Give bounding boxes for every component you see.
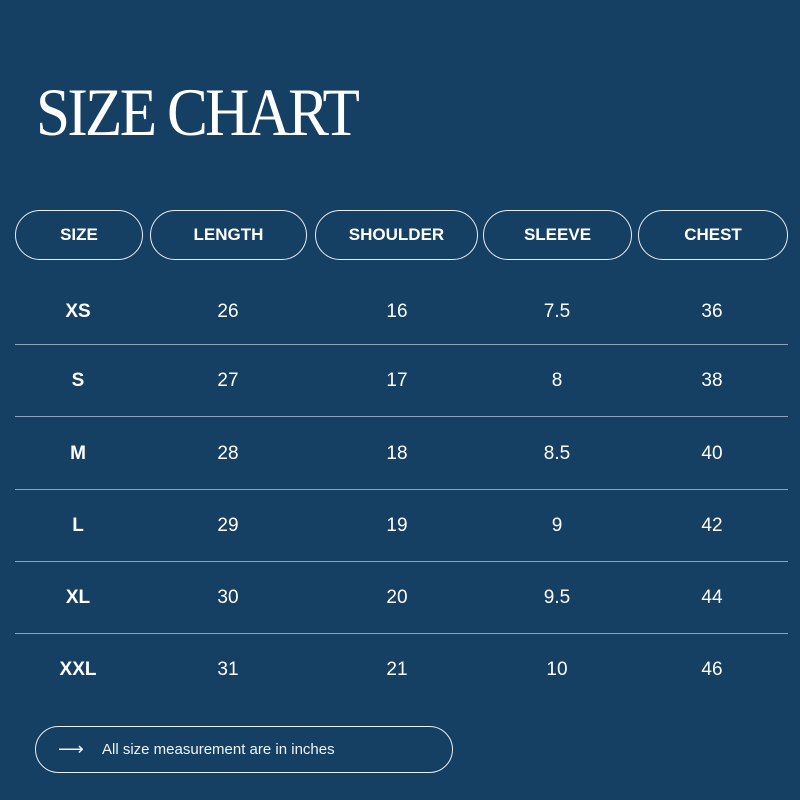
size-label: XXL <box>59 659 97 680</box>
cell-chest: 42 <box>701 515 723 536</box>
cell-length: 30 <box>217 587 239 608</box>
cell-shoulder: 18 <box>386 442 408 464</box>
size-label: M <box>70 442 86 464</box>
cell-length: 27 <box>217 370 239 391</box>
cell-sleeve: 10 <box>546 659 568 680</box>
cell-chest: 40 <box>701 442 723 464</box>
column-header-size: SIZE <box>15 210 143 260</box>
row-divider <box>15 344 788 345</box>
size-label: S <box>71 370 85 391</box>
cell-length: 29 <box>217 515 239 536</box>
units-note: ⟶ All size measurement are in inches <box>35 726 453 773</box>
table-row: S 27 17 8 38 <box>15 345 788 417</box>
row-divider <box>15 633 788 634</box>
cell-chest: 46 <box>701 659 723 680</box>
cell-length: 28 <box>217 442 239 464</box>
cell-length: 26 <box>217 301 239 322</box>
page-title: SIZE CHART <box>36 74 360 150</box>
cell-shoulder: 21 <box>386 659 408 680</box>
cell-length: 31 <box>217 659 239 680</box>
cell-sleeve: 8.5 <box>543 442 571 464</box>
size-label: XS <box>65 301 91 322</box>
cell-sleeve: 9.5 <box>543 587 571 608</box>
column-header-sleeve: SLEEVE <box>483 210 632 260</box>
table-row: M 28 18 8.5 40 <box>15 417 788 490</box>
units-note-text: All size measurement are in inches <box>102 741 335 758</box>
cell-sleeve: 8 <box>551 370 563 391</box>
table-row: XL 30 20 9.5 44 <box>15 562 788 634</box>
cell-sleeve: 9 <box>551 515 563 536</box>
row-divider <box>15 416 788 417</box>
cell-chest: 38 <box>701 370 723 391</box>
size-label: XL <box>65 587 91 608</box>
row-divider <box>15 561 788 562</box>
cell-chest: 36 <box>701 301 723 322</box>
table-row: L 29 19 9 42 <box>15 490 788 562</box>
table-row: XS 26 16 7.5 36 <box>15 279 788 345</box>
cell-shoulder: 19 <box>386 515 408 536</box>
column-header-chest: CHEST <box>638 210 788 260</box>
table-row: XXL 31 21 10 46 <box>15 634 788 706</box>
cell-shoulder: 17 <box>386 370 408 391</box>
cell-shoulder: 20 <box>386 587 408 608</box>
cell-sleeve: 7.5 <box>543 301 571 322</box>
column-header-shoulder: SHOULDER <box>315 210 478 260</box>
size-label: L <box>72 515 84 536</box>
row-divider <box>15 489 788 490</box>
column-header-length: LENGTH <box>150 210 307 260</box>
cell-shoulder: 16 <box>386 301 408 322</box>
cell-chest: 44 <box>701 587 723 608</box>
arrow-right-icon: ⟶ <box>58 739 84 759</box>
